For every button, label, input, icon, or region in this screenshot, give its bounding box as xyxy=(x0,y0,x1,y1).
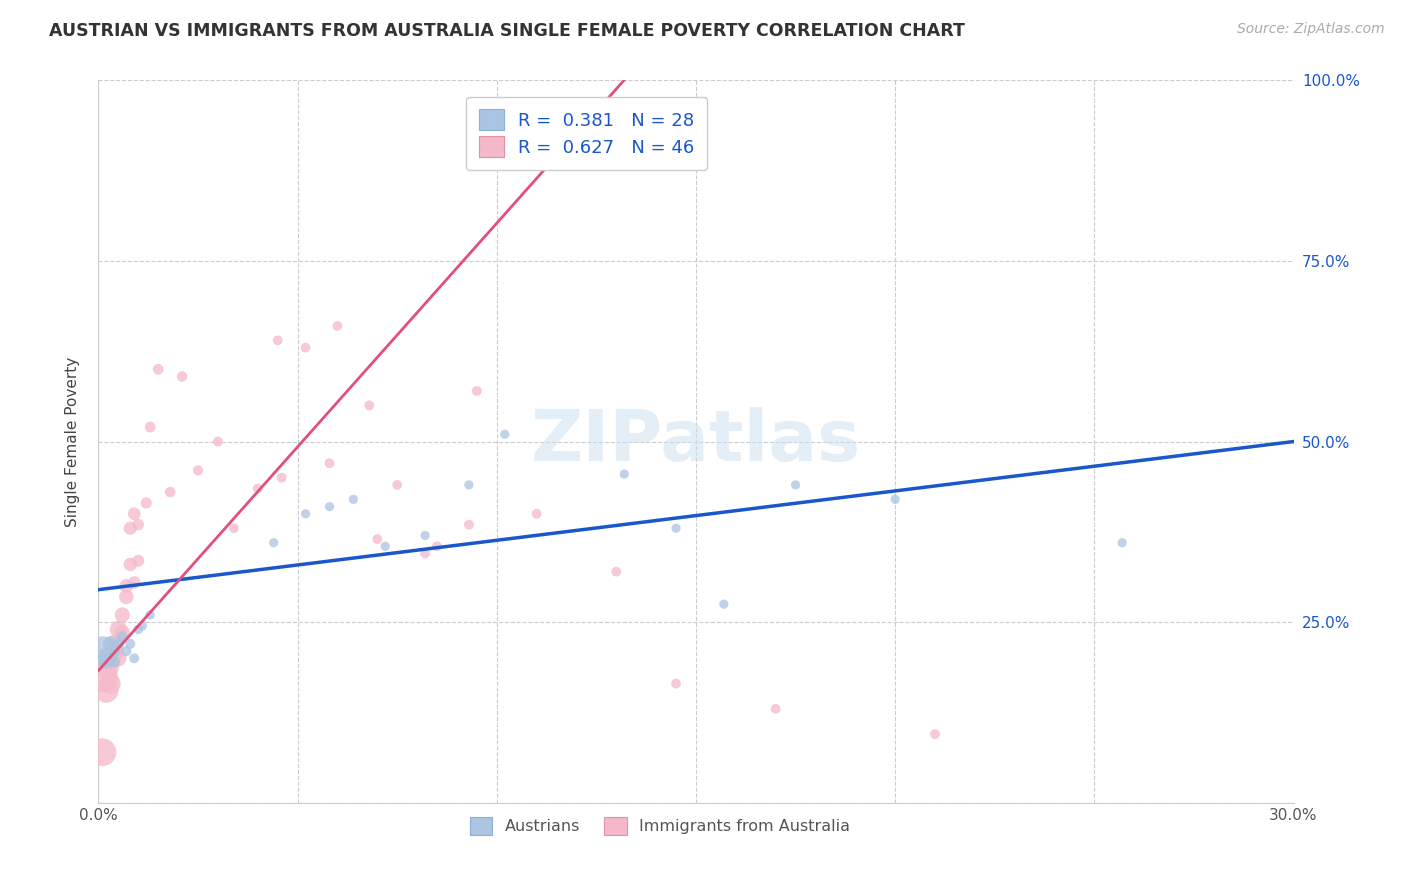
Point xyxy=(111,607,134,622)
Point xyxy=(294,341,316,355)
Point xyxy=(426,539,449,553)
Point xyxy=(765,702,787,716)
Point xyxy=(366,532,388,546)
Point xyxy=(124,507,146,521)
Point xyxy=(413,528,436,542)
Point xyxy=(139,607,162,622)
Point xyxy=(98,651,122,665)
Point xyxy=(120,558,142,572)
Point xyxy=(318,456,340,470)
Point xyxy=(98,637,122,651)
Point xyxy=(107,637,129,651)
Point xyxy=(270,470,292,484)
Point xyxy=(103,644,125,658)
Point xyxy=(127,517,149,532)
Point xyxy=(385,478,409,492)
Point xyxy=(613,467,636,481)
Text: Source: ZipAtlas.com: Source: ZipAtlas.com xyxy=(1237,22,1385,37)
Point xyxy=(120,521,142,535)
Point xyxy=(294,507,316,521)
Point xyxy=(91,669,114,683)
Point xyxy=(124,575,146,590)
Point xyxy=(135,496,157,510)
Point xyxy=(246,482,269,496)
Point xyxy=(96,658,118,673)
Point xyxy=(785,478,807,492)
Point xyxy=(458,517,481,532)
Point xyxy=(1111,535,1133,549)
Point xyxy=(713,597,735,611)
Point xyxy=(111,626,134,640)
Point xyxy=(96,683,118,698)
Point xyxy=(120,637,142,651)
Point xyxy=(374,539,396,553)
Point xyxy=(148,362,170,376)
Point xyxy=(91,745,114,759)
Point xyxy=(111,630,134,644)
Point xyxy=(413,547,436,561)
Point xyxy=(526,507,548,521)
Point xyxy=(359,398,381,412)
Point xyxy=(127,623,149,637)
Point xyxy=(98,676,122,690)
Point xyxy=(605,565,627,579)
Point xyxy=(98,651,122,665)
Point xyxy=(159,485,181,500)
Point xyxy=(115,644,138,658)
Point xyxy=(115,590,138,604)
Point xyxy=(124,651,146,665)
Point xyxy=(458,478,481,492)
Point xyxy=(131,619,153,633)
Point xyxy=(222,521,245,535)
Point xyxy=(103,644,125,658)
Point xyxy=(465,384,488,398)
Point xyxy=(96,651,118,665)
Point xyxy=(127,554,149,568)
Point xyxy=(139,420,162,434)
Point xyxy=(91,644,114,658)
Text: ZIPatlas: ZIPatlas xyxy=(531,407,860,476)
Point xyxy=(115,579,138,593)
Point xyxy=(318,500,340,514)
Point xyxy=(267,334,290,348)
Point xyxy=(326,318,349,333)
Point xyxy=(665,676,688,690)
Point xyxy=(884,492,907,507)
Point xyxy=(172,369,194,384)
Point xyxy=(103,655,125,669)
Point xyxy=(342,492,364,507)
Point xyxy=(107,623,129,637)
Point xyxy=(494,427,516,442)
Point xyxy=(103,637,125,651)
Legend: Austrians, Immigrants from Australia: Austrians, Immigrants from Australia xyxy=(464,811,856,842)
Point xyxy=(665,521,688,535)
Point xyxy=(187,463,209,477)
Point xyxy=(107,651,129,665)
Point xyxy=(207,434,229,449)
Text: AUSTRIAN VS IMMIGRANTS FROM AUSTRALIA SINGLE FEMALE POVERTY CORRELATION CHART: AUSTRIAN VS IMMIGRANTS FROM AUSTRALIA SI… xyxy=(49,22,965,40)
Point xyxy=(924,727,946,741)
Y-axis label: Single Female Poverty: Single Female Poverty xyxy=(65,357,80,526)
Point xyxy=(263,535,285,549)
